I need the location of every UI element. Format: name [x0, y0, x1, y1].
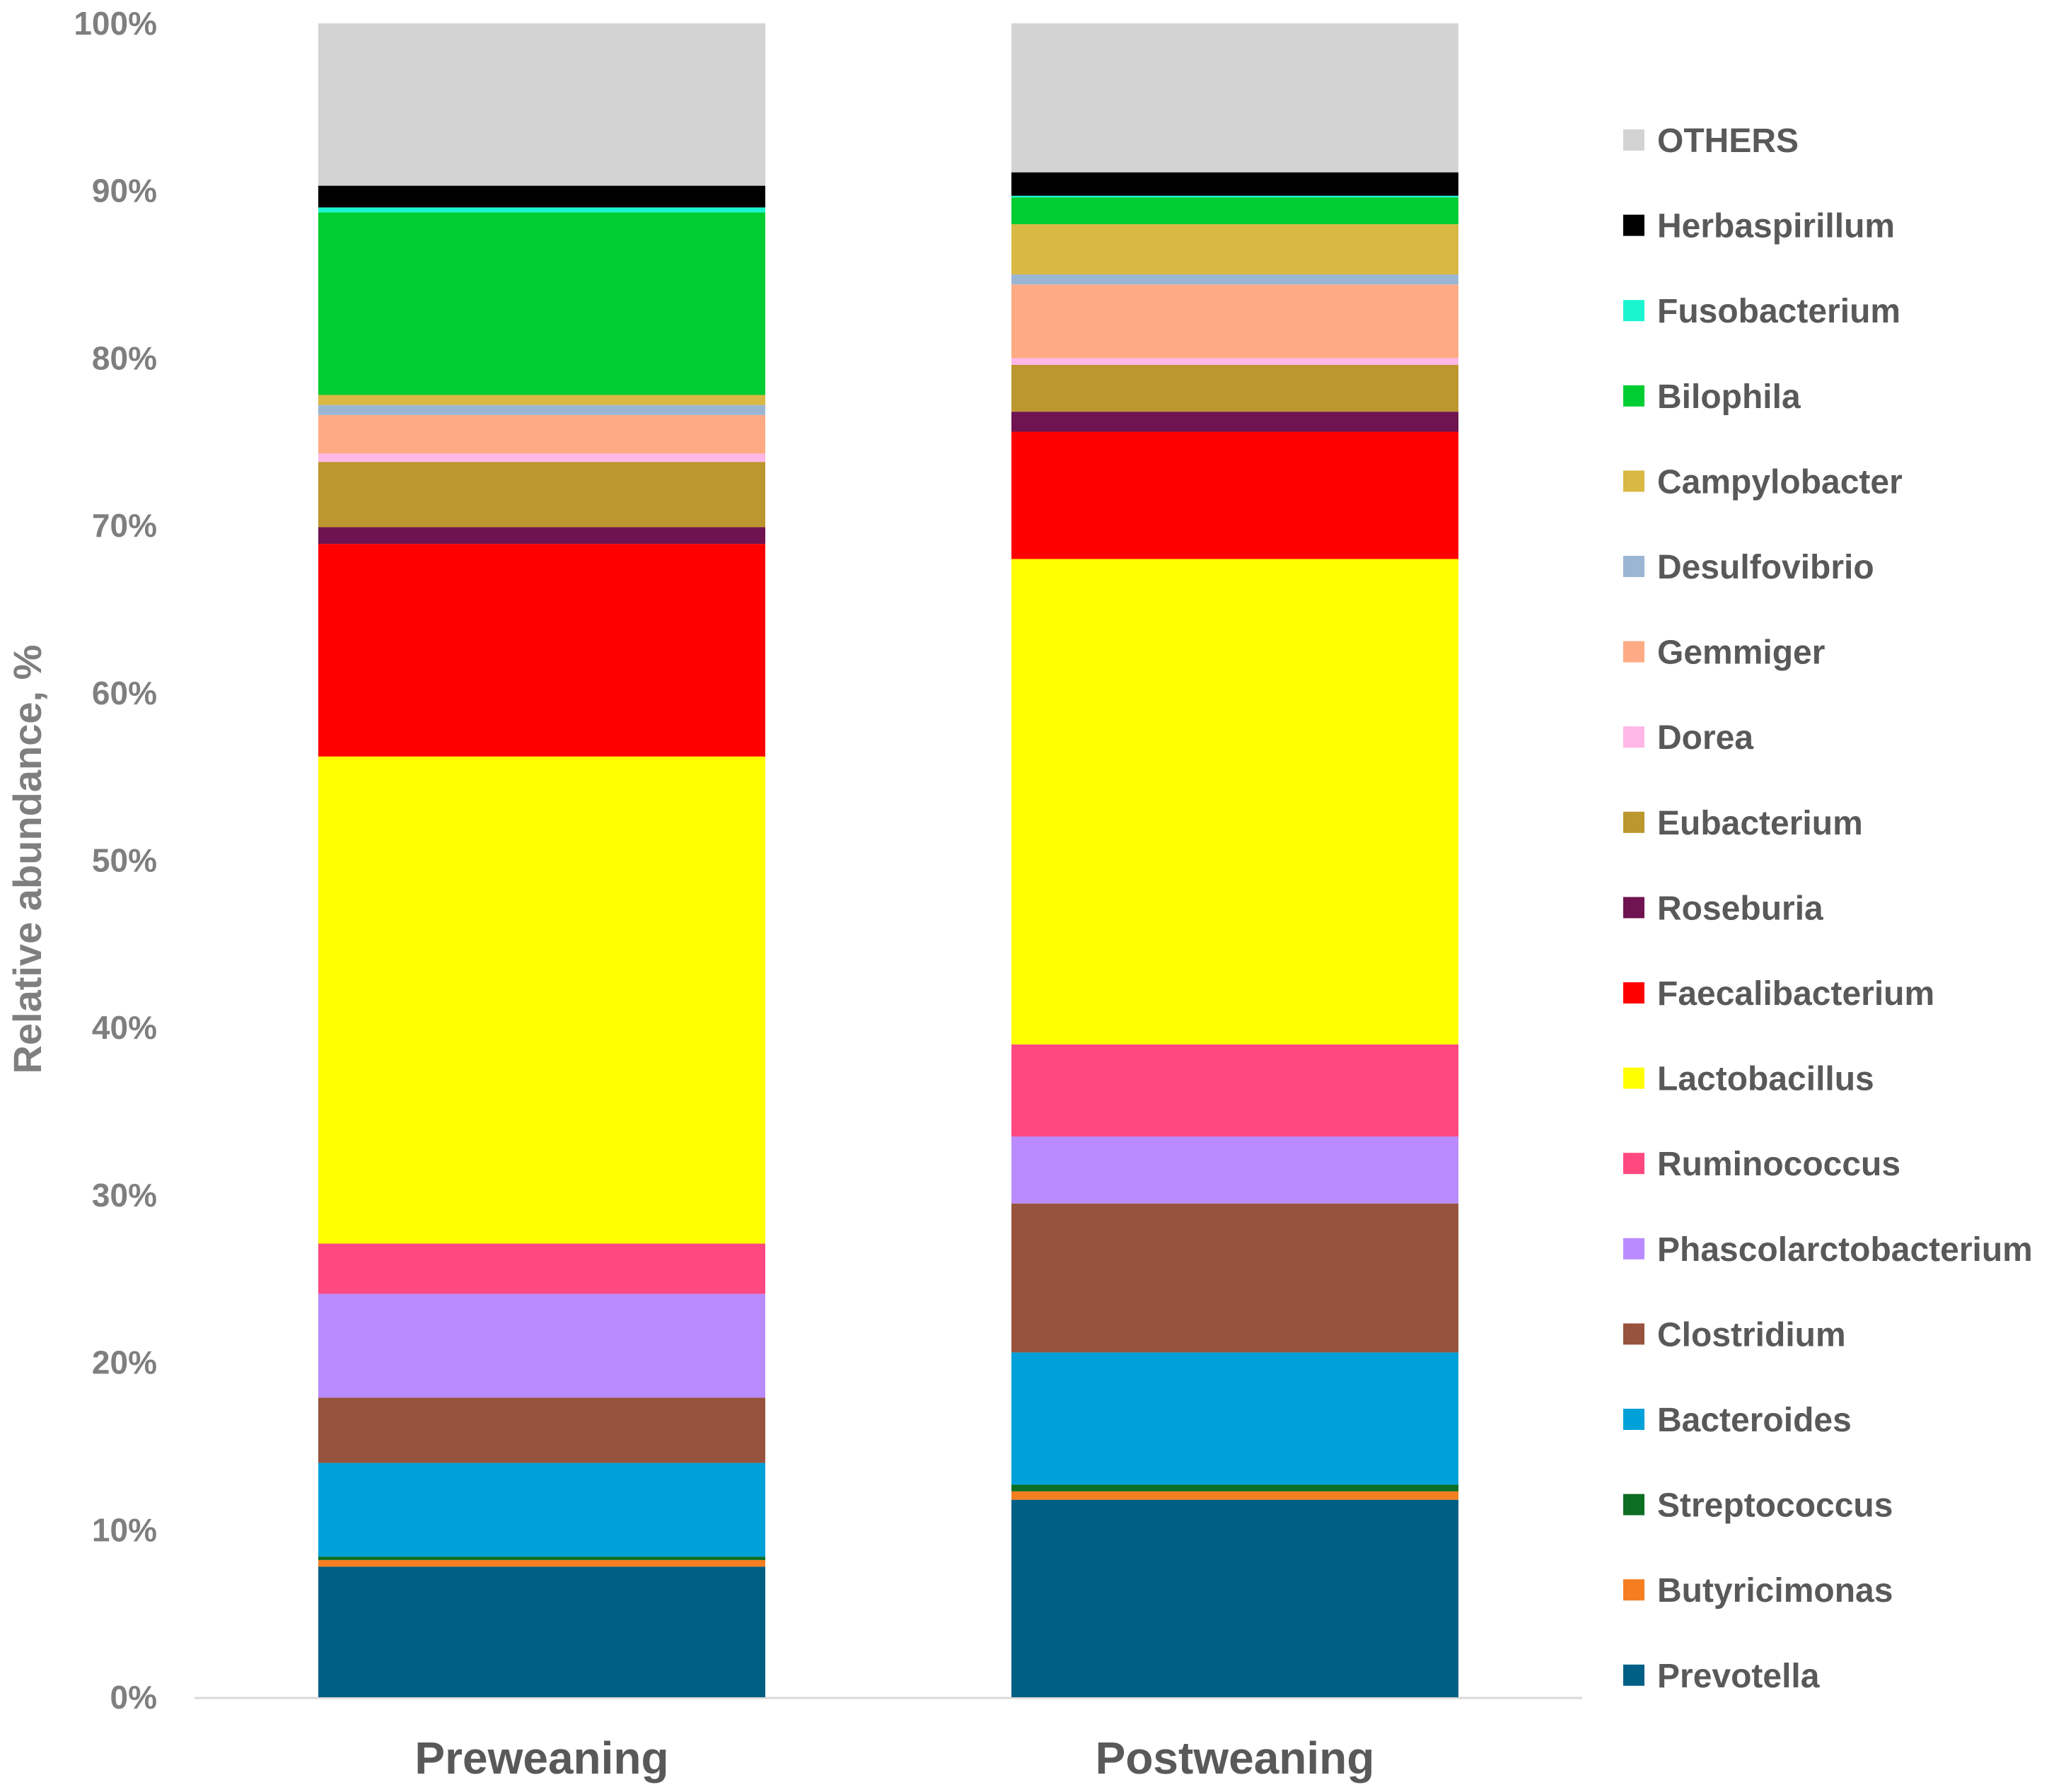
legend-label-desulfovibrio: Desulfovibrio	[1657, 549, 1874, 586]
y-tick-label-60pct: 60%	[92, 675, 157, 711]
bar-segment-postweaning-lactobacillus	[1011, 559, 1458, 1045]
legend-swatch-lactobacillus	[1623, 1067, 1644, 1089]
legend-label-others: OTHERS	[1657, 122, 1799, 160]
legend-swatch-butyricimonas	[1623, 1579, 1644, 1601]
bar-segment-preweaning-fusobacterium	[318, 207, 765, 213]
bar-segment-postweaning-butyricimonas	[1011, 1491, 1458, 1500]
y-tick-label-70pct: 70%	[92, 507, 157, 544]
bar-segment-preweaning-prevotella	[318, 1566, 765, 1697]
bar-segment-postweaning-streptococcus	[1011, 1484, 1458, 1491]
bar-segment-postweaning-prevotella	[1011, 1499, 1458, 1697]
y-tick-label-100pct: 100%	[74, 5, 157, 42]
y-tick-label-80pct: 80%	[92, 339, 157, 376]
y-axis-ticks: 0% 10% 20% 30% 40% 50% 60% 70% 80% 90% 100%	[74, 5, 157, 1716]
y-tick-label-90pct: 90%	[92, 173, 157, 209]
legend-label-roseburia: Roseburia	[1657, 890, 1823, 927]
bar-segment-preweaning-butyricimonas	[318, 1559, 765, 1567]
bar-segment-postweaning-roseburia	[1011, 412, 1458, 432]
legend-label-bacteroides: Bacteroides	[1657, 1402, 1852, 1439]
bar-segment-preweaning-bacteroides	[318, 1462, 765, 1557]
legend-label-eubacterium: Eubacterium	[1657, 805, 1863, 842]
bar-segment-preweaning-campylobacter	[318, 395, 765, 405]
bar-segment-preweaning-lactobacillus	[318, 756, 765, 1244]
bar-segment-postweaning-bilophila	[1011, 197, 1458, 225]
legend-swatch-bilophila	[1623, 385, 1644, 407]
bar-segment-postweaning-herbaspirillum	[1011, 172, 1458, 196]
bar-segment-preweaning-phascolarctobacterium	[318, 1293, 765, 1398]
legend-swatch-eubacterium	[1623, 811, 1644, 833]
y-tick-label-10pct: 10%	[92, 1511, 157, 1548]
legend-swatch-campylobacter	[1623, 470, 1644, 492]
bar-segment-preweaning-ruminococcus	[318, 1243, 765, 1294]
bar-segment-postweaning-desulfovibrio	[1011, 274, 1458, 285]
bar-segment-preweaning-streptococcus	[318, 1557, 765, 1560]
legend-label-campylobacter: Campylobacter	[1657, 463, 1903, 501]
legend-label-dorea: Dorea	[1657, 719, 1753, 757]
bar-segment-preweaning-faecalibacterium	[318, 544, 765, 757]
legend-swatch-phascolarctobacterium	[1623, 1238, 1644, 1259]
legend-swatch-herbaspirillum	[1623, 214, 1644, 236]
y-tick-label-50pct: 50%	[92, 842, 157, 879]
legend-swatch-roseburia	[1623, 897, 1644, 919]
y-tick-label-0pct: 0%	[110, 1679, 157, 1716]
bar-segment-preweaning-roseburia	[318, 527, 765, 545]
bar-segment-postweaning-campylobacter	[1011, 224, 1458, 275]
bar-segment-postweaning-eubacterium	[1011, 364, 1458, 412]
bars	[318, 23, 1458, 1697]
legend: OTHERS Herbaspirillum Fusobacterium Bilophi…	[1623, 122, 2033, 1695]
legend-swatch-others	[1623, 129, 1644, 151]
legend-label-gemmiger: Gemmiger	[1657, 634, 1825, 672]
legend-label-bilophila: Bilophila	[1657, 378, 1801, 416]
y-tick-label-30pct: 30%	[92, 1177, 157, 1214]
y-tick-label-20pct: 20%	[92, 1344, 157, 1381]
bar-segment-preweaning-eubacterium	[318, 462, 765, 528]
legend-label-clostridium: Clostridium	[1657, 1316, 1846, 1354]
bar-segment-postweaning-bacteroides	[1011, 1352, 1458, 1485]
bar-segment-preweaning-others	[318, 23, 765, 186]
bar-segment-postweaning-clostridium	[1011, 1203, 1458, 1353]
legend-label-butyricimonas: Butyricimonas	[1657, 1572, 1893, 1610]
legend-swatch-ruminococcus	[1623, 1153, 1644, 1175]
legend-label-streptococcus: Streptococcus	[1657, 1487, 1893, 1525]
legend-swatch-streptococcus	[1623, 1494, 1644, 1515]
bar-segment-postweaning-gemmiger	[1011, 284, 1458, 359]
legend-swatch-fusobacterium	[1623, 300, 1644, 322]
legend-label-ruminococcus: Ruminococcus	[1657, 1146, 1900, 1183]
x-category-label-postweaning: Postweaning	[1096, 1733, 1375, 1784]
legend-label-prevotella: Prevotella	[1657, 1658, 1820, 1695]
bar-segment-postweaning-phascolarctobacterium	[1011, 1136, 1458, 1204]
legend-swatch-desulfovibrio	[1623, 556, 1644, 577]
bar-segment-postweaning-dorea	[1011, 358, 1458, 365]
bar-segment-preweaning-dorea	[318, 453, 765, 462]
legend-swatch-faecalibacterium	[1623, 982, 1644, 1003]
bar-segment-preweaning-bilophila	[318, 212, 765, 395]
bar-segment-preweaning-herbaspirillum	[318, 185, 765, 208]
bar-segment-preweaning-gemmiger	[318, 414, 765, 454]
bar-segment-postweaning-others	[1011, 23, 1458, 173]
legend-swatch-bacteroides	[1623, 1409, 1644, 1430]
legend-label-herbaspirillum: Herbaspirillum	[1657, 208, 1895, 245]
y-tick-label-40pct: 40%	[92, 1009, 157, 1046]
bar-segment-preweaning-desulfovibrio	[318, 405, 765, 415]
legend-label-faecalibacterium: Faecalibacterium	[1657, 975, 1934, 1013]
y-axis-title: Relative abundance, %	[5, 645, 50, 1074]
x-category-label-preweaning: Preweaning	[414, 1733, 668, 1784]
bar-segment-preweaning-clostridium	[318, 1397, 765, 1463]
legend-swatch-dorea	[1623, 726, 1644, 748]
bar-segment-postweaning-fusobacterium	[1011, 195, 1458, 198]
bar-segment-postweaning-faecalibacterium	[1011, 431, 1458, 559]
category-labels: Preweaning Postweaning	[414, 1733, 1374, 1784]
legend-label-lactobacillus: Lactobacillus	[1657, 1061, 1874, 1098]
legend-label-phascolarctobacterium: Phascolarctobacterium	[1657, 1231, 2033, 1269]
legend-label-fusobacterium: Fusobacterium	[1657, 293, 1900, 330]
bar-segment-postweaning-ruminococcus	[1011, 1044, 1458, 1137]
legend-swatch-prevotella	[1623, 1664, 1644, 1686]
legend-swatch-gemmiger	[1623, 641, 1644, 663]
legend-swatch-clostridium	[1623, 1323, 1644, 1345]
